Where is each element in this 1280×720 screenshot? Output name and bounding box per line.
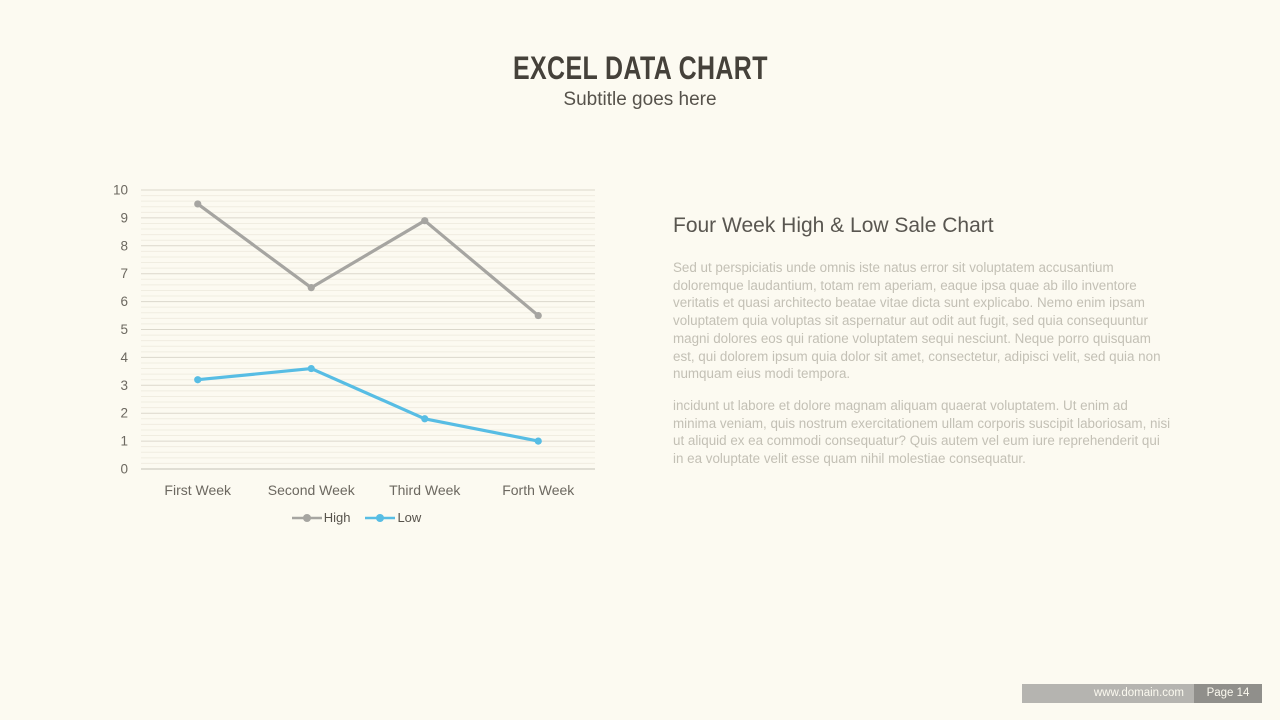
body-paragraph-2: incidunt ut labore et dolore magnam aliq… — [673, 397, 1171, 467]
line-chart: 0 1 2 3 4 5 6 7 8 9 10 First Week Second Week Third W… — [96, 183, 616, 525]
data-point-high — [307, 284, 315, 292]
legend-label: Low — [397, 510, 422, 525]
y-axis-tick-label: 0 — [120, 462, 128, 477]
x-axis-category-label: Forth Week — [502, 482, 575, 498]
chart-plot-area: 0 1 2 3 4 5 6 7 8 9 10 First Week Second Week Third W… — [113, 183, 595, 498]
x-axis-category-label: First Week — [164, 482, 232, 498]
x-axis-category-label: Third Week — [389, 482, 461, 498]
y-axis-tick-label: 2 — [120, 406, 128, 421]
y-axis-tick-label: 1 — [120, 434, 128, 449]
legend-swatch-high-icon — [291, 513, 322, 522]
data-point-high — [194, 200, 202, 208]
y-axis-tick-label: 9 — [120, 210, 128, 225]
y-axis-tick-label: 7 — [120, 266, 128, 281]
data-point-low — [534, 437, 542, 445]
y-axis-tick-label: 3 — [120, 378, 128, 393]
data-point-high — [421, 217, 429, 225]
legend-item-low: Low — [364, 510, 421, 525]
footer-bar: www.domain.com Page 14 — [1022, 684, 1262, 703]
x-axis-category-label: Second Week — [268, 482, 356, 498]
data-point-low — [307, 364, 315, 373]
chart-legend: High Low — [96, 510, 616, 525]
content-heading: Four Week High & Low Sale Chart — [673, 214, 994, 237]
legend-swatch-low-icon — [365, 513, 396, 522]
slide-header: EXCEL DATA CHART Subtitle goes here — [0, 52, 1280, 111]
body-paragraph-1: Sed ut perspiciatis unde omnis iste natu… — [673, 260, 1161, 382]
content-text-block: Four Week High & Low Sale Chart Sed ut p… — [673, 214, 1173, 482]
data-point-low — [421, 415, 429, 423]
y-axis-tick-label: 5 — [120, 322, 128, 337]
y-axis-tick-label: 10 — [113, 183, 128, 198]
legend-item-high: High — [291, 510, 351, 525]
series-line-high — [196, 202, 540, 318]
y-axis-tick-label: 4 — [120, 350, 128, 365]
footer-domain-link[interactable]: www.domain.com — [1022, 684, 1194, 703]
slide-subtitle: Subtitle goes here — [563, 89, 717, 110]
y-axis-tick-label: 8 — [120, 238, 128, 253]
series-line-low — [196, 366, 540, 443]
footer-page-number: Page 14 — [1194, 684, 1262, 703]
y-axis-tick-label: 6 — [120, 294, 128, 309]
data-point-low — [194, 376, 202, 384]
legend-label: High — [323, 510, 351, 525]
slide-title: EXCEL DATA CHART — [512, 50, 768, 86]
data-point-high — [534, 311, 542, 320]
